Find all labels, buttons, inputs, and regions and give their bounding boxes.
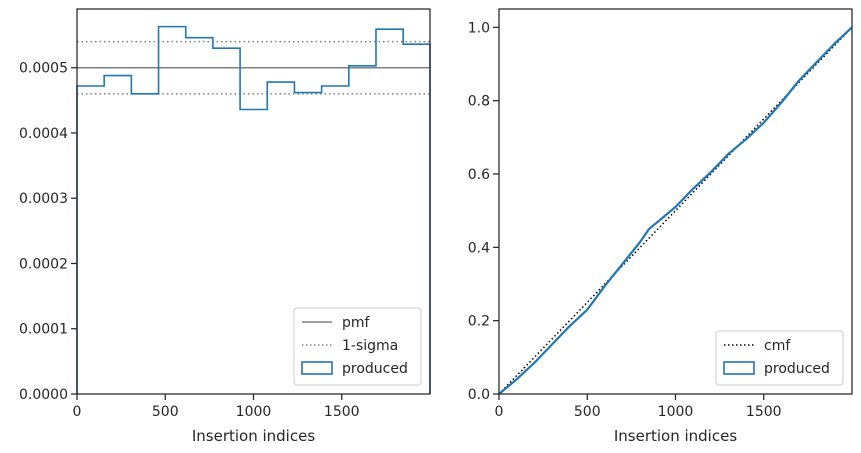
y-tick-label: 0.0004: [19, 126, 68, 142]
legend-label: pmf: [342, 315, 371, 331]
legend-swatch-produced: [301, 361, 333, 375]
y-tick-label: 0.2: [468, 314, 490, 330]
x-tick-label: 0: [73, 404, 82, 420]
x-tick-label: 1500: [746, 404, 782, 420]
y-tick-label: 0.4: [468, 240, 490, 256]
legend-label: 1-sigma: [342, 338, 398, 354]
legend-label: cmf: [764, 338, 791, 354]
legend-swatch-produced: [723, 361, 755, 375]
histogram-series: [76, 25, 431, 394]
y-tick-label: 0.0000: [19, 387, 68, 403]
x-tick-label: 1000: [236, 404, 272, 420]
cdf-panel: 0 500 1000 1500 0.0 0.2 0.4 0.6 0.8 1.0 Insertion …: [468, 8, 853, 445]
produced-curve: [498, 26, 853, 395]
y-tick-label: 0.0: [468, 387, 490, 403]
legend-label: produced: [342, 361, 408, 377]
histogram-panel: 0 500 1000 1500 0.0000 0.0001 0.0002 0.0003 0.00…: [19, 8, 431, 445]
y-tick-label: 1.0: [468, 20, 490, 36]
x-axis-label: Insertion indices: [614, 427, 737, 445]
y-tick-label: 0.8: [468, 94, 490, 110]
y-tick-label: 0.0003: [19, 191, 68, 207]
x-tick-label: 1000: [658, 404, 694, 420]
y-tick-label: 0.0005: [19, 61, 68, 77]
x-tick-label: 1500: [324, 404, 360, 420]
y-tick-label: 0.0001: [19, 322, 68, 338]
x-tick-label: 500: [574, 404, 601, 420]
y-tick-label: 0.6: [468, 167, 490, 183]
legend-label: produced: [764, 361, 830, 377]
legend: pmf 1-sigma produced: [293, 307, 422, 386]
legend: cmf produced: [715, 330, 844, 386]
legend-box: [715, 330, 844, 386]
x-tick-label: 500: [152, 404, 179, 420]
x-tick-label: 0: [495, 404, 504, 420]
x-axis-label: Insertion indices: [192, 427, 315, 445]
legend-box: [293, 307, 422, 386]
y-tick-label: 0.0002: [19, 256, 68, 272]
